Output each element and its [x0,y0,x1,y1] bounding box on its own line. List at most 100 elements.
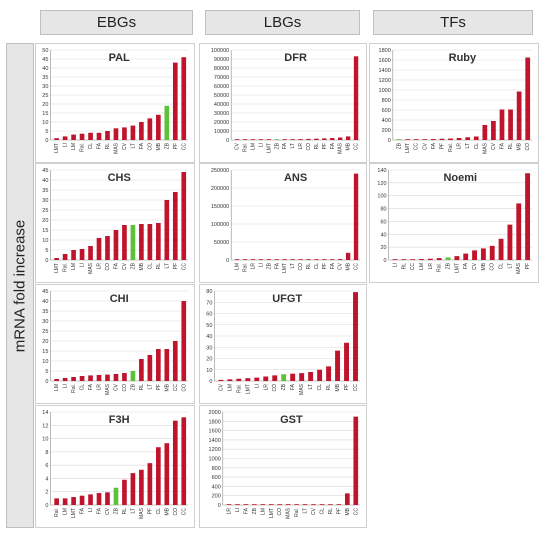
x-tick-label: LMT [54,263,60,273]
bar-ans-12 [330,259,335,260]
bar-gst-11 [319,504,325,505]
y-tick-label: 70000 [214,75,229,81]
bar-f3h-12 [156,447,161,505]
y-tick-label: 5 [45,248,48,254]
y-tick-label: 30 [42,198,48,204]
x-tick-label: CO [122,384,128,392]
x-tick-label: CL [314,263,320,270]
x-tick-label: PF [344,384,350,390]
x-tick-label: FA [139,142,145,149]
bar-noemi-12 [498,238,504,260]
y-tick-label: 100000 [211,48,229,54]
bar-ruby-6 [448,138,453,140]
x-tick-label: Ral. [71,384,77,393]
x-tick-label: LI [393,263,399,267]
bar-gst-15 [353,416,359,505]
bar-f3h-15 [181,417,187,505]
y-tick-label: 50000 [214,93,229,99]
x-tick-label: CO [173,508,179,516]
bar-ufgt-5 [263,376,269,381]
bar-gst-1 [235,504,240,505]
x-tick-label: MB [481,262,487,270]
x-tick-label: LM [419,263,425,270]
y-tick-label: 30 [206,345,212,351]
y-tick-label: 2 [45,490,48,496]
x-tick-label: LR [298,143,304,150]
bar-noemi-15 [525,173,531,260]
x-tick-label: LT [303,508,309,513]
y-tick-label: 100000 [211,222,229,228]
x-tick-label: FA [80,507,86,514]
x-tick-label: LMT [282,263,288,273]
bar-ufgt-9 [299,373,305,381]
bar-ans-8 [298,259,303,260]
y-tick-label: 40 [42,178,48,184]
chart-svg-chs: 0 5 10 15 20 25 30 35 40 45 LMT Ral. LM LI MAS LR CO FA CV… [42,168,188,274]
x-tick-label: CV [218,383,224,391]
bar-pal-12 [156,114,161,140]
bar-ruby-13 [508,109,513,140]
bar-chi-5 [96,375,102,381]
bar-noemi-8 [463,253,469,260]
bar-pal-0 [54,138,59,140]
y-tick-label: 80 [206,289,212,295]
bar-dfr-13 [338,137,343,140]
bar-f3h-2 [71,497,76,505]
bar-chi-9 [130,371,136,381]
bar-ruby-15 [525,57,531,140]
y-tick-label: 25 [42,208,48,214]
x-tick-label: CO [181,384,187,392]
x-tick-label: CV [122,262,128,270]
x-tick-label: FA [282,142,288,149]
y-tick-label: 0 [226,258,229,264]
x-tick-label: PF [322,143,328,149]
y-tick-label: 60 [380,219,386,225]
bar-noemi-3 [419,259,424,260]
x-tick-label: PF [173,263,179,269]
y-tick-label: 250000 [211,168,229,174]
x-tick-label: LR [227,508,233,515]
y-tick-label: 140 [377,168,386,174]
chart-title: CHS [108,172,131,184]
bar-ufgt-14 [344,342,350,381]
bar-ans-15 [353,173,359,260]
x-tick-label: CC [353,384,359,392]
bar-noemi-1 [401,259,407,260]
bar-dfr-12 [330,138,335,140]
chart-panel-ufgt: 0 10 20 30 40 50 60 70 80 CV LM Ral. LMT LI LR CO ZB FA MA… [199,284,367,404]
y-tick-label: 10 [42,437,48,443]
bar-gst-8 [294,504,299,505]
x-tick-label: CO [277,508,283,516]
bar-ufgt-10 [308,372,314,381]
bar-noemi-9 [472,250,477,260]
column-header-tf-label: TFs [440,14,466,31]
x-tick-label: LT [130,508,136,513]
y-tick-label: 1600 [209,429,221,435]
bar-chs-13 [164,200,170,260]
x-tick-label: MB [345,507,351,515]
chart-panel-f3h: 0 2 4 6 8 10 12 14 Ral. LM LMT FA LI FA CV ZB RL LT MAS PF C… [35,405,195,528]
chart-svg-dfr: 0 10000 20000 30000 40000 50000 60000 70000 8000… [211,48,360,154]
x-tick-label: PF [525,263,531,269]
bar-ans-10 [314,259,319,260]
x-tick-label: LT [308,384,314,389]
x-tick-label: ZB [252,507,258,514]
x-tick-label: LM [63,508,69,515]
bar-chs-9 [130,225,136,260]
x-tick-label: RL [326,384,332,391]
y-tick-label: 60 [206,312,212,318]
x-tick-label: ZB [446,262,452,269]
bar-dfr-6 [282,139,287,140]
bar-noemi-10 [480,248,486,260]
bar-gst-7 [285,504,291,505]
bar-noemi-14 [516,203,522,260]
x-tick-label: PF [439,143,445,149]
y-tick-label: 0 [45,138,48,144]
chart-svg-ufgt: 0 10 20 30 40 50 60 70 80 CV LM Ral. LMT LI LR CO ZB FA MA… [206,289,360,395]
x-tick-label: Ral. [80,143,86,152]
x-tick-label: CC [354,143,360,151]
bar-gst-4 [260,504,266,505]
bar-ufgt-1 [227,379,233,381]
x-tick-label: LI [258,143,264,147]
